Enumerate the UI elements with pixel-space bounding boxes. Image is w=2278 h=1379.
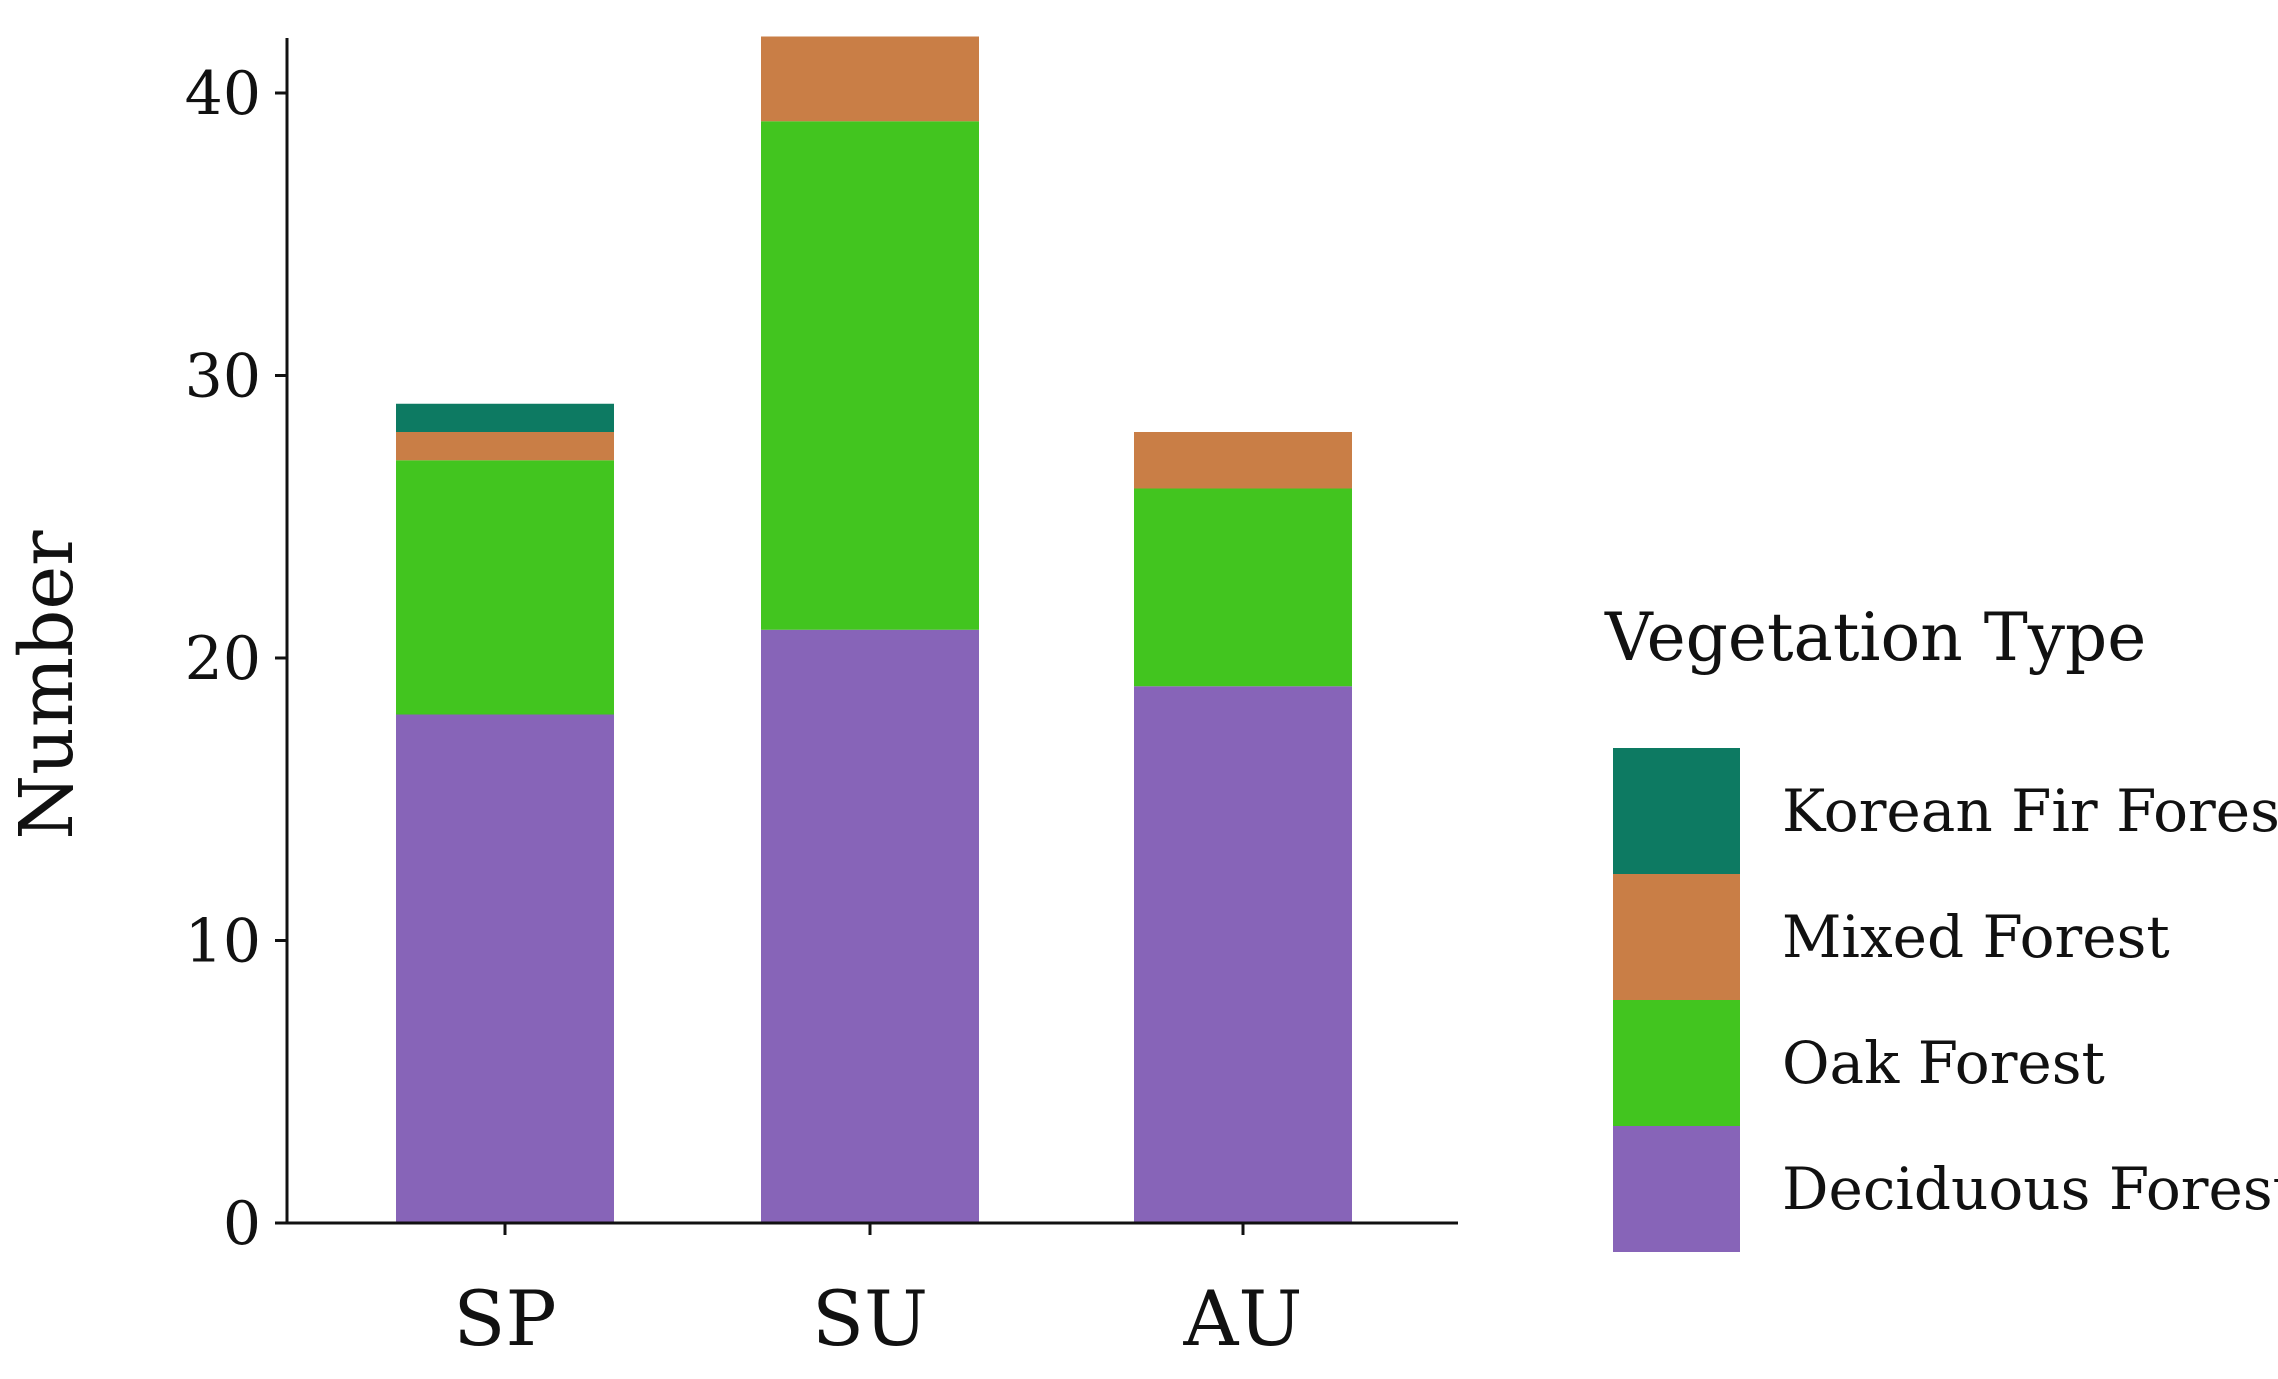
y-tick-label: 0 [223,1189,261,1259]
plot-area: 0 10 20 30 40 SP SU AU [185,36,1458,1363]
y-ticks-group: 0 10 20 30 40 [185,59,287,1259]
bar-segment-au-mixed-forest [1134,432,1352,489]
legend-swatch-deciduous-forest [1613,1126,1740,1252]
legend-items: Korean Fir Forest Mixed Forest Oak Forest D… [1613,748,2278,1252]
bar-segment-su-deciduous-forest [761,629,979,1223]
bar-segment-su-oak-forest [761,121,979,630]
y-tick-label: 10 [185,907,261,977]
y-tick-label: 40 [185,59,261,129]
legend-title: Vegetation Type [1604,599,2146,676]
legend-swatch-mixed-forest [1613,874,1740,1000]
bar-segment-au-deciduous-forest [1134,686,1352,1223]
y-axis-label: Number [4,530,90,840]
legend: Vegetation Type Korean Fir Forest Mixed F… [1604,599,2278,1252]
x-tick-label-au: AU [1183,1274,1303,1363]
legend-label-deciduous-forest: Deciduous Forest [1782,1155,2278,1223]
bar-segment-au-oak-forest [1134,488,1352,687]
bar-segment-sp-oak-forest [396,460,614,715]
bars-group [396,36,1352,1223]
x-tick-label-sp: SP [453,1274,556,1363]
y-tick-label: 30 [185,342,261,412]
bar-segment-sp-mixed-forest [396,432,614,461]
legend-swatch-korean-fir-forest [1613,748,1740,874]
bar-segment-sp-korean-fir-forest [396,403,614,432]
legend-label-mixed-forest: Mixed Forest [1782,903,2170,971]
legend-label-korean-fir-forest: Korean Fir Forest [1782,777,2278,845]
bar-segment-su-mixed-forest [761,36,979,122]
bar-segment-sp-deciduous-forest [396,714,614,1223]
legend-label-oak-forest: Oak Forest [1782,1029,2105,1097]
x-tick-label-su: SU [812,1274,928,1363]
legend-swatch-oak-forest [1613,1000,1740,1126]
x-ticks-group: SP SU AU [453,1223,1302,1363]
y-tick-label: 20 [185,624,261,694]
